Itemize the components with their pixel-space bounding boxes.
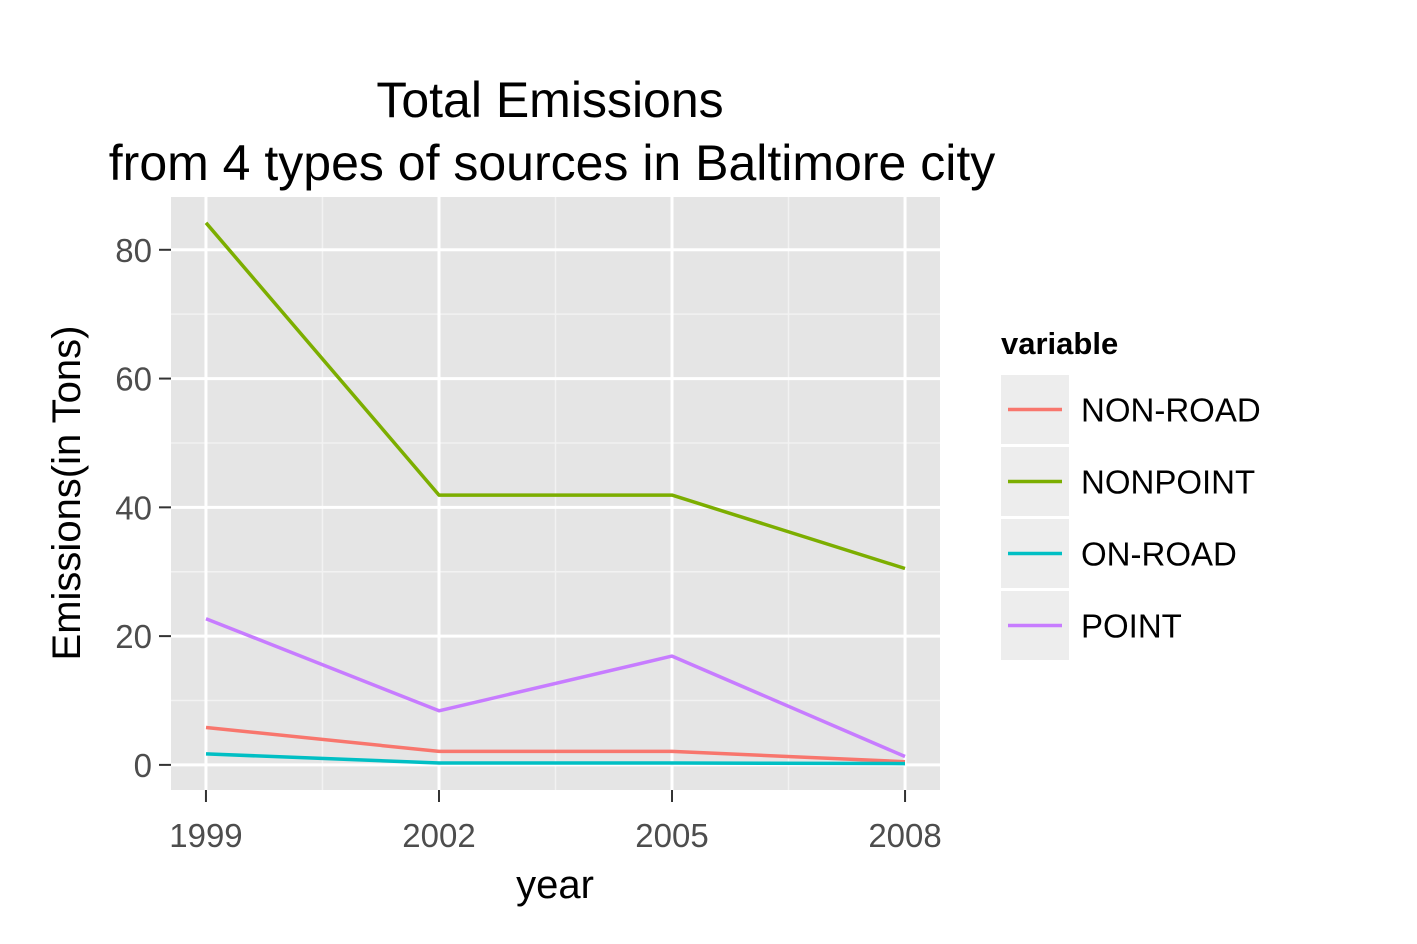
legend-label: NON-ROAD [1081, 392, 1261, 429]
chart-title-line2: from 4 types of sources in Baltimore cit… [109, 135, 995, 191]
y-axis-label: Emissions(in Tons) [45, 326, 89, 661]
legend-label: NONPOINT [1081, 464, 1255, 501]
x-tick-label: 2002 [402, 817, 475, 854]
y-tick-label: 40 [115, 489, 152, 526]
series-lines [204, 221, 906, 766]
legend: variable NON-ROAD NONPOINT ON-ROAD POINT [1001, 326, 1261, 660]
x-axis: 1999 2002 2005 2008 [169, 790, 942, 854]
legend-items: NON-ROAD NONPOINT ON-ROAD POINT [1001, 375, 1261, 660]
y-tick-label: 20 [115, 618, 152, 655]
series-line-nonpoint [204, 221, 906, 571]
series-line-point [205, 617, 906, 759]
legend-label: ON-ROAD [1081, 536, 1237, 573]
x-tick-label: 1999 [169, 817, 242, 854]
x-tick-label: 2005 [635, 817, 708, 854]
legend-label: POINT [1081, 608, 1182, 645]
x-tick-label: 2008 [868, 817, 941, 854]
chart-title-line1: Total Emissions [376, 72, 723, 128]
y-axis: 0 20 40 60 80 [115, 232, 171, 784]
series-line-on-road [205, 752, 906, 766]
series-line-non-road [205, 725, 906, 764]
y-tick-label: 0 [134, 747, 152, 784]
y-tick-label: 60 [115, 361, 152, 398]
legend-title: variable [1001, 326, 1118, 361]
y-tick-label: 80 [115, 232, 152, 269]
x-axis-label: year [516, 863, 594, 907]
